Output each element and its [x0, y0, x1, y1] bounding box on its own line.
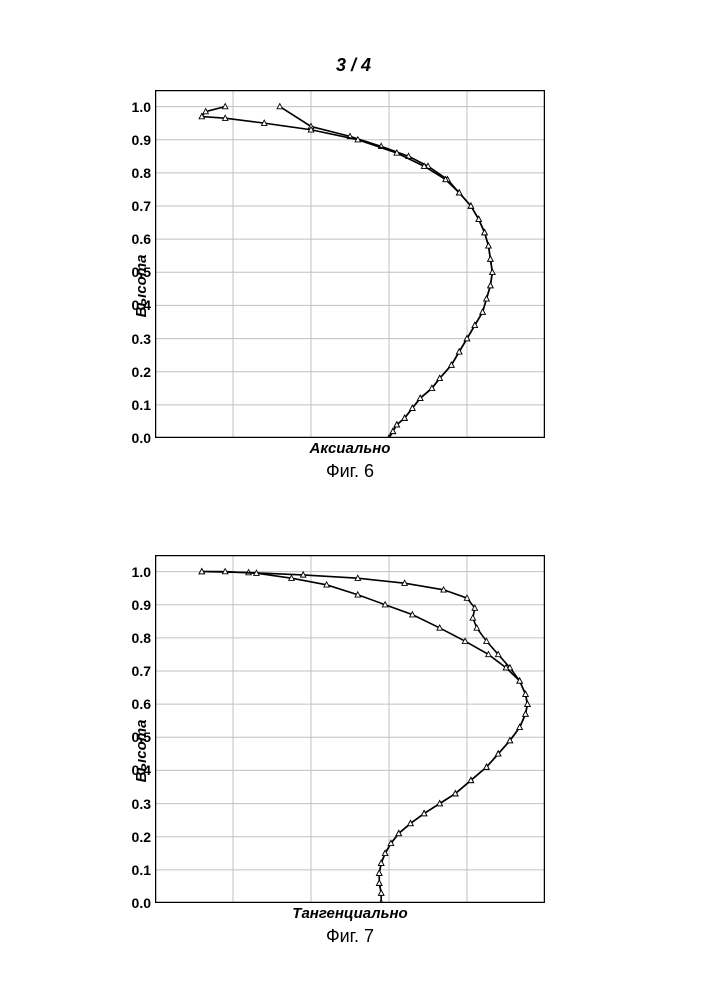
- chart-svg-fig7: [155, 555, 545, 903]
- ytick-label: 0.0: [117, 895, 151, 911]
- ytick-label: 0.7: [117, 663, 151, 679]
- ytick-label: 0.8: [117, 630, 151, 646]
- xlabel-fig7: Тангенциально: [155, 905, 545, 922]
- ytick-label: 0.8: [117, 165, 151, 181]
- caption-fig7: Фиг. 7: [155, 926, 545, 947]
- ytick-label: 1.0: [117, 99, 151, 115]
- ytick-label: 0.3: [117, 796, 151, 812]
- chart-svg-fig6: [155, 90, 545, 438]
- yticks-fig7: 0.00.10.20.30.40.50.60.70.80.91.0: [117, 555, 151, 903]
- ytick-label: 0.2: [117, 829, 151, 845]
- yticks-fig6: 0.00.10.20.30.40.50.60.70.80.91.0: [117, 90, 151, 438]
- ytick-label: 0.6: [117, 696, 151, 712]
- ytick-label: 0.5: [117, 264, 151, 280]
- ytick-label: 0.5: [117, 729, 151, 745]
- chart-fig6: Высота 0.00.10.20.30.40.50.60.70.80.91.0…: [155, 90, 545, 482]
- page-number: 3 / 4: [0, 55, 707, 76]
- ytick-label: 0.4: [117, 297, 151, 313]
- ytick-label: 1.0: [117, 564, 151, 580]
- ytick-label: 0.7: [117, 198, 151, 214]
- ytick-label: 0.1: [117, 862, 151, 878]
- ytick-label: 0.1: [117, 397, 151, 413]
- ytick-label: 0.6: [117, 231, 151, 247]
- chart-fig7: Высота 0.00.10.20.30.40.50.60.70.80.91.0…: [155, 555, 545, 947]
- ytick-label: 0.9: [117, 597, 151, 613]
- ytick-label: 0.4: [117, 762, 151, 778]
- ytick-label: 0.0: [117, 430, 151, 446]
- caption-fig6: Фиг. 6: [155, 461, 545, 482]
- ytick-label: 0.9: [117, 132, 151, 148]
- xlabel-fig6: Аксиально: [155, 440, 545, 457]
- ytick-label: 0.2: [117, 364, 151, 380]
- ytick-label: 0.3: [117, 331, 151, 347]
